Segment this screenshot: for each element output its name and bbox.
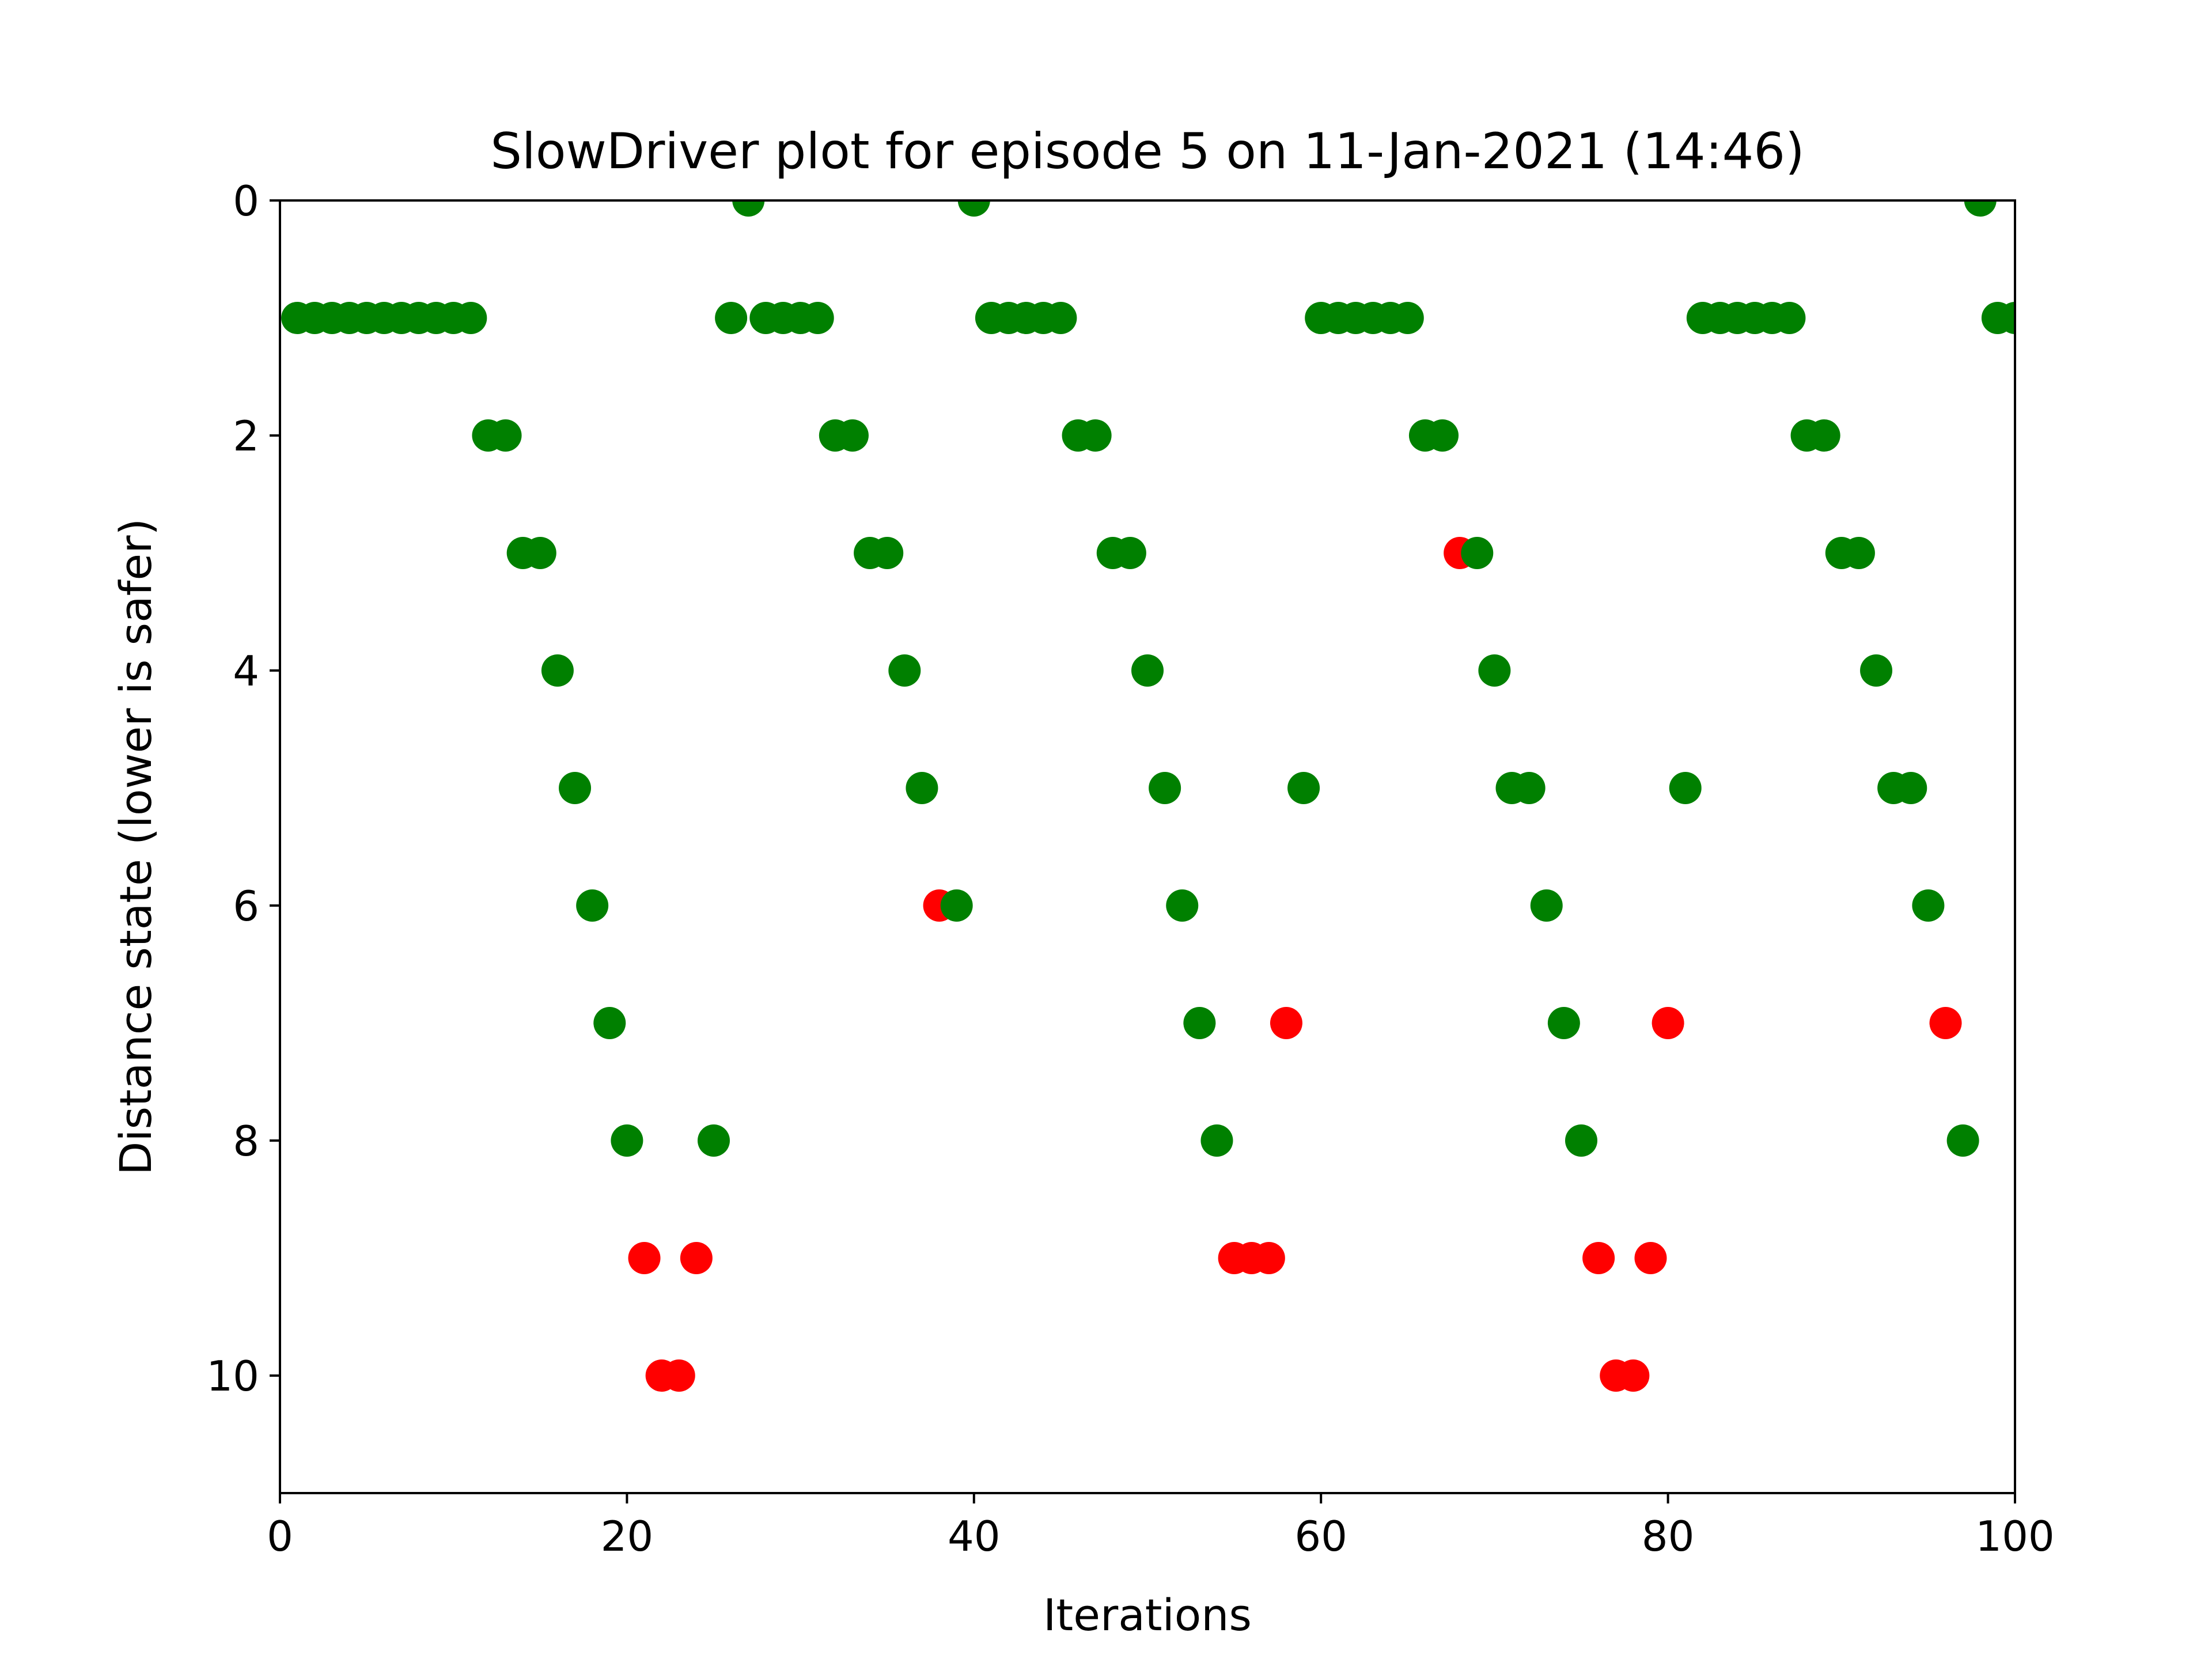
data-point-safe — [1513, 772, 1546, 804]
y-axis: 0 2 4 6 8 10 — [206, 177, 280, 1400]
data-point-safe — [1964, 200, 1997, 217]
data-point-safe — [871, 537, 904, 569]
data-point-safe — [1461, 537, 1494, 569]
data-point-unsafe — [1652, 1007, 1684, 1039]
data-point-safe — [888, 654, 921, 687]
x-tick-label: 100 — [1975, 1512, 2054, 1560]
data-point-unsafe — [1617, 1359, 1650, 1392]
data-point-safe — [1912, 889, 1945, 922]
data-point-safe — [1149, 772, 1181, 804]
data-point-unsafe — [1582, 1242, 1615, 1274]
data-point-safe — [1808, 419, 1840, 452]
y-tick-label: 6 — [233, 882, 259, 930]
data-point-unsafe — [1929, 1007, 1962, 1039]
data-point-unsafe — [680, 1242, 713, 1274]
data-point-safe — [698, 1124, 730, 1157]
data-point-safe — [957, 200, 990, 217]
data-point-safe — [1200, 1124, 1233, 1157]
data-point-safe — [611, 1124, 643, 1157]
data-point-safe — [1131, 654, 1164, 687]
data-point-safe — [715, 302, 748, 334]
data-point-safe — [1478, 654, 1511, 687]
data-point-safe — [1391, 302, 1424, 334]
data-point-safe — [524, 537, 556, 569]
data-point-unsafe — [1634, 1242, 1667, 1274]
y-axis-label: Distance state (lower is safer) — [110, 518, 161, 1175]
data-point-safe — [593, 1007, 626, 1039]
data-point-safe — [576, 889, 609, 922]
data-point-safe — [1113, 537, 1146, 569]
x-tick-label: 40 — [948, 1512, 1001, 1560]
data-point-safe — [1044, 302, 1077, 334]
data-point-safe — [541, 654, 574, 687]
data-point-safe — [1669, 772, 1702, 804]
data-point-safe — [836, 419, 869, 452]
data-point-safe — [1166, 889, 1199, 922]
y-tick-label: 2 — [233, 412, 259, 460]
data-point-safe — [1895, 772, 1927, 804]
data-point-safe — [454, 302, 487, 334]
points-layer — [281, 200, 2015, 1392]
data-point-safe — [1426, 419, 1459, 452]
y-tick-label: 8 — [233, 1117, 259, 1165]
data-point-unsafe — [1270, 1007, 1302, 1039]
x-tick-label: 0 — [267, 1512, 293, 1560]
data-point-safe — [1946, 1124, 1979, 1157]
x-axis: 0 20 40 60 80 100 — [267, 1493, 2055, 1560]
y-tick-label: 0 — [233, 177, 259, 225]
data-point-unsafe — [628, 1242, 661, 1274]
data-point-safe — [1079, 419, 1112, 452]
data-point-safe — [940, 889, 973, 922]
plot-frame — [279, 199, 2016, 1494]
x-tick-label: 60 — [1294, 1512, 1347, 1560]
data-point-safe — [559, 772, 592, 804]
chart-title: SlowDriver plot for episode 5 on 11-Jan-… — [490, 123, 1804, 180]
x-tick-label: 20 — [601, 1512, 654, 1560]
data-point-safe — [489, 419, 522, 452]
data-point-safe — [1287, 772, 1320, 804]
data-point-safe — [1842, 537, 1875, 569]
x-tick-label: 80 — [1642, 1512, 1695, 1560]
data-point-safe — [1999, 302, 2015, 334]
data-point-safe — [1183, 1007, 1216, 1039]
y-tick-label: 10 — [206, 1352, 259, 1400]
data-point-safe — [1860, 654, 1893, 687]
data-point-safe — [732, 200, 765, 217]
x-axis-label: Iterations — [1043, 1589, 1252, 1641]
data-point-unsafe — [1252, 1242, 1285, 1274]
data-point-unsafe — [662, 1359, 695, 1392]
y-tick-label: 4 — [233, 647, 259, 695]
data-point-safe — [1530, 889, 1563, 922]
data-point-safe — [1565, 1124, 1597, 1157]
data-point-safe — [906, 772, 938, 804]
data-point-safe — [801, 302, 834, 334]
data-point-safe — [1773, 302, 1806, 334]
data-point-safe — [1547, 1007, 1580, 1039]
